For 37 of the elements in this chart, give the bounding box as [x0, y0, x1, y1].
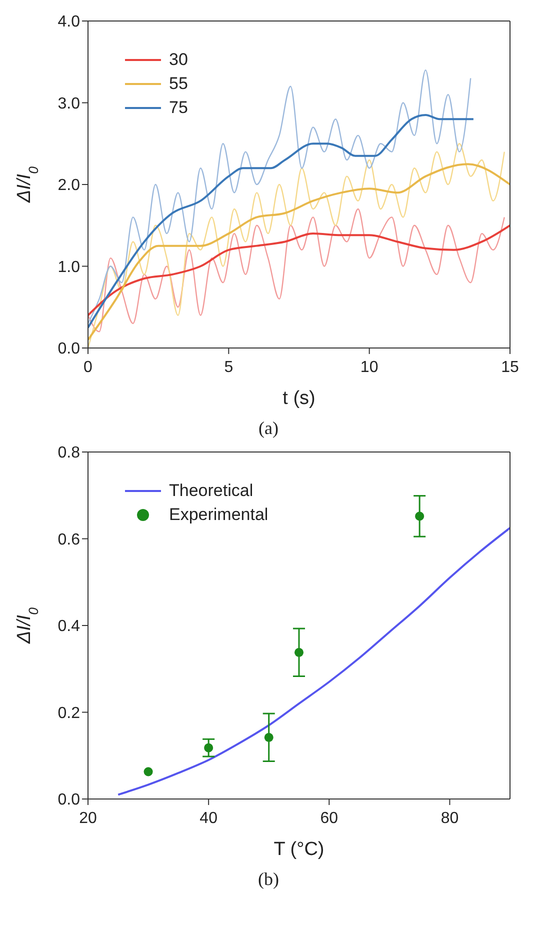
text: (b) — [257, 869, 280, 890]
y-tick-label: 0.6 — [58, 531, 80, 548]
line-series — [117, 526, 510, 796]
y-tick-label: 0.0 — [58, 340, 80, 358]
line-series — [88, 208, 505, 332]
y-tick-label: 3.0 — [58, 95, 80, 112]
legend-label: 30 — [169, 50, 188, 70]
legend-label: 75 — [169, 98, 188, 118]
y-tick-label: 2.0 — [58, 177, 80, 194]
point — [204, 743, 214, 752]
legend-label: Theoretical — [169, 481, 254, 501]
x-axis-title: t (s) — [282, 388, 316, 409]
point — [294, 648, 304, 657]
x-tick-label: 40 — [200, 810, 218, 827]
x-tick-label: 20 — [79, 810, 97, 827]
point — [144, 767, 153, 776]
x-tick-label: 15 — [501, 359, 519, 376]
legend-label: 55 — [169, 74, 188, 94]
y-tick-label: 1.0 — [58, 258, 80, 276]
y-tick-label: 0.0 — [58, 792, 80, 809]
x-tick-label: 0 — [84, 359, 93, 376]
text: (a) — [258, 418, 280, 439]
x-tick-label: 60 — [320, 810, 338, 827]
line-series — [88, 224, 510, 316]
point — [415, 512, 424, 521]
y-tick-label: 0.8 — [58, 444, 80, 462]
y-tick-label: 0.4 — [58, 618, 80, 636]
x-tick-label: 5 — [224, 359, 234, 376]
y-tick-label: 0.2 — [58, 704, 80, 722]
line-series — [88, 69, 472, 324]
line-series — [88, 114, 474, 329]
y-tick-label: 4.0 — [58, 14, 80, 31]
x-tick-label: 80 — [440, 810, 459, 827]
legend-label: Experimental — [169, 505, 268, 525]
point — [264, 732, 274, 742]
x-tick-label: 10 — [360, 359, 378, 376]
x-axis-title: T (°C) — [274, 839, 324, 860]
